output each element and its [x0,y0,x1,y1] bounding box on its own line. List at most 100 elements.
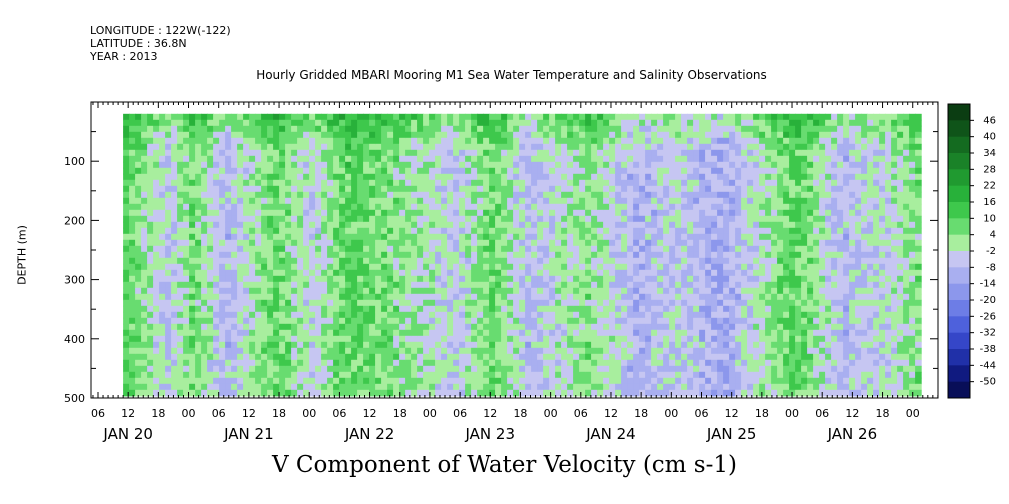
heatmap-cell [123,125,130,133]
heatmap-cell [345,209,352,217]
heatmap-cell [141,137,148,145]
heatmap-cell [219,389,226,397]
heatmap-cell [591,149,598,157]
heatmap-cell [585,173,592,181]
heatmap-cell [675,131,682,139]
heatmap-cell [519,179,526,187]
heatmap-cell [459,263,466,271]
heatmap-cell [519,149,526,157]
heatmap-cell [315,341,322,349]
heatmap-cell [705,221,712,229]
heatmap-cell [699,161,706,169]
heatmap-cell [183,359,190,367]
heatmap-cell [333,389,340,397]
heatmap-cell [711,383,718,391]
heatmap-cell [495,359,502,367]
heatmap-cell [507,341,514,349]
heatmap-cell [303,263,310,271]
heatmap-cell [345,113,352,121]
heatmap-cell [441,209,448,217]
heatmap-cell [285,143,292,151]
heatmap-cell [417,371,424,379]
heatmap-cell [465,137,472,145]
heatmap-cell [387,347,394,355]
heatmap-cell [543,131,550,139]
heatmap-cell [273,113,280,121]
heatmap-cell [441,293,448,301]
heatmap-cell [663,311,670,319]
heatmap-cell [597,311,604,319]
heatmap-cell [321,131,328,139]
heatmap-cell [147,257,154,265]
heatmap-cell [123,209,130,217]
heatmap-cell [477,233,484,241]
heatmap-cell [327,143,334,151]
heatmap-cell [207,365,214,373]
heatmap-cell [603,227,610,235]
heatmap-cell [315,191,322,199]
heatmap-cell [273,245,280,253]
heatmap-cell [615,341,622,349]
heatmap-cell [303,119,310,127]
heatmap-cell [333,257,340,265]
heatmap-cell [555,353,562,361]
heatmap-cell [195,125,202,133]
heatmap-cell [609,323,616,331]
heatmap-cell [519,257,526,265]
heatmap-cell [669,185,676,193]
heatmap-cell [681,185,688,193]
heatmap-cell [141,125,148,133]
heatmap-cell [243,233,250,241]
heatmap-cell [171,125,178,133]
heatmap-cell [123,347,130,355]
heatmap-cell [681,275,688,283]
heatmap-cell [543,389,550,397]
heatmap-cell [243,191,250,199]
heatmap-cell [693,119,700,127]
heatmap-cell [471,305,478,313]
heatmap-cell [219,323,226,331]
heatmap-cell [531,251,538,259]
heatmap-cell [177,251,184,259]
heatmap-cell [555,113,562,121]
heatmap-cell [153,347,160,355]
heatmap-cell [417,305,424,313]
heatmap-cell [261,341,268,349]
heatmap-cell [189,377,196,385]
heatmap-cell [711,323,718,331]
heatmap-cell [267,275,274,283]
heatmap-cell [333,179,340,187]
heatmap-cell [501,353,508,361]
heatmap-cell [699,233,706,241]
heatmap-cell [699,173,706,181]
heatmap-cell [429,227,436,235]
heatmap-cell [123,329,130,337]
heatmap-cell [669,335,676,343]
heatmap-cell [255,341,262,349]
heatmap-cell [597,197,604,205]
heatmap-cell [675,119,682,127]
heatmap-cell [333,275,340,283]
heatmap-cell [339,143,346,151]
heatmap-cell [597,209,604,217]
heatmap-cell [387,371,394,379]
heatmap-cell [549,305,556,313]
heatmap-cell [555,293,562,301]
heatmap-cell [459,239,466,247]
heatmap-cell [609,113,616,121]
heatmap-cell [135,287,142,295]
heatmap-cell [333,239,340,247]
heatmap-cell [579,311,586,319]
heatmap-cell [669,365,676,373]
heatmap-cell [261,299,268,307]
heatmap-cell [639,335,646,343]
heatmap-cell [687,335,694,343]
heatmap-cell [735,143,742,151]
heatmap-cell [261,377,268,385]
heatmap-cell [621,143,628,151]
heatmap-cell [339,371,346,379]
heatmap-cell [225,371,232,379]
heatmap-cell [489,239,496,247]
heatmap-cell [567,155,574,163]
heatmap-cell [267,353,274,361]
